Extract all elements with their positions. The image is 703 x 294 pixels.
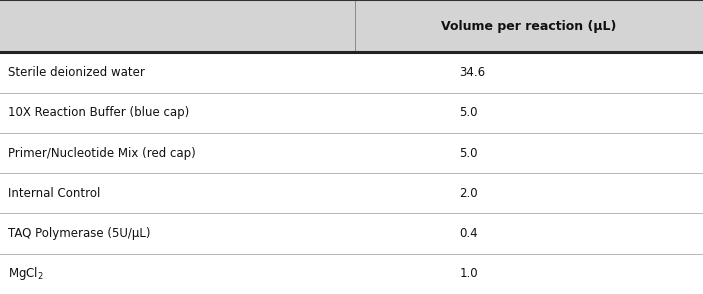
Bar <box>0 133 703 173</box>
Text: Volume per reaction (μL): Volume per reaction (μL) <box>441 20 617 33</box>
Bar <box>0 254 703 294</box>
Text: 5.0: 5.0 <box>460 146 478 160</box>
Text: 0.4: 0.4 <box>460 227 478 240</box>
Bar <box>0 173 703 213</box>
Text: Internal Control: Internal Control <box>8 187 101 200</box>
Text: Sterile deionized water: Sterile deionized water <box>8 66 146 79</box>
Bar <box>0 52 703 93</box>
Text: 34.6: 34.6 <box>460 66 486 79</box>
Text: 10X Reaction Buffer (blue cap): 10X Reaction Buffer (blue cap) <box>8 106 190 119</box>
Text: MgCl$_2$: MgCl$_2$ <box>8 265 44 282</box>
Text: TAQ Polymerase (5U/μL): TAQ Polymerase (5U/μL) <box>8 227 151 240</box>
Bar <box>0 93 703 133</box>
Bar <box>0 0 703 52</box>
Bar <box>0 213 703 254</box>
Text: 5.0: 5.0 <box>460 106 478 119</box>
Text: 2.0: 2.0 <box>460 187 478 200</box>
Text: 1.0: 1.0 <box>460 267 478 280</box>
Text: Primer/Nucleotide Mix (red cap): Primer/Nucleotide Mix (red cap) <box>8 146 196 160</box>
